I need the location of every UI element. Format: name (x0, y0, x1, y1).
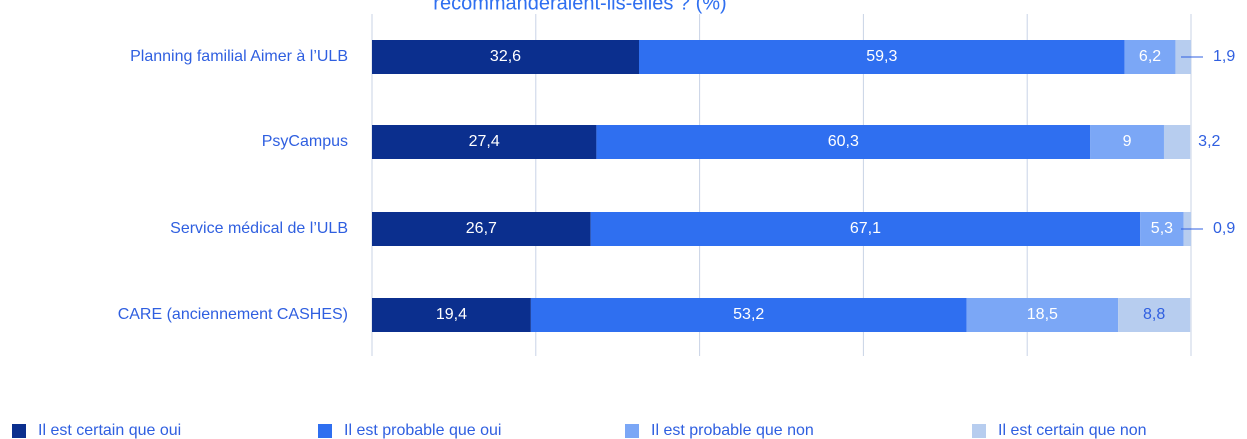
y-tick-label: Planning familial Aimer à l’ULB (130, 48, 348, 65)
bar-segment (1090, 125, 1164, 159)
bar-segment (596, 125, 1091, 159)
data-label: 26,7 (466, 220, 497, 237)
bar-segment (590, 212, 1141, 246)
bar-segment (530, 298, 967, 332)
bar-segment (1118, 298, 1191, 332)
data-label: 19,4 (436, 306, 467, 323)
legend-swatch (12, 424, 26, 438)
data-label: 0,9 (1213, 220, 1235, 237)
bar-segment (1124, 40, 1176, 74)
y-tick-label: CARE (anciennement CASHES) (118, 306, 348, 323)
data-label: 27,4 (469, 133, 500, 150)
legend-label: Il est probable que oui (344, 422, 501, 439)
bar-segment (372, 125, 597, 159)
y-tick-label: Service médical de l’ULB (170, 220, 348, 237)
bar-segment (638, 40, 1125, 74)
data-label: 3,2 (1198, 133, 1220, 150)
legend-label: Il est probable que non (651, 422, 814, 439)
bar-segment (372, 212, 591, 246)
data-label: 5,3 (1151, 220, 1173, 237)
chart-title: recommanderaient-ils-elles ? (%) (433, 0, 726, 14)
data-label: 67,1 (850, 220, 881, 237)
legend-label: Il est certain que oui (38, 422, 181, 439)
legend-swatch (318, 424, 332, 438)
data-label: 1,9 (1213, 48, 1235, 65)
bar-segment (1163, 125, 1191, 159)
data-label: 8,8 (1143, 306, 1165, 323)
legend-swatch (972, 424, 986, 438)
bar-segment (966, 298, 1119, 332)
data-label: 9 (1123, 133, 1132, 150)
legend-label: Il est certain que non (998, 422, 1147, 439)
data-label: 18,5 (1027, 306, 1058, 323)
bar-segment (372, 298, 531, 332)
data-label: 32,6 (490, 48, 521, 65)
y-tick-label: PsyCampus (262, 133, 348, 150)
legend-swatch (625, 424, 639, 438)
bar-segment (372, 40, 639, 74)
data-label: 60,3 (828, 133, 859, 150)
data-label: 53,2 (733, 306, 764, 323)
data-label: 6,2 (1139, 48, 1161, 65)
data-label: 59,3 (866, 48, 897, 65)
bar-segment (1140, 212, 1184, 246)
